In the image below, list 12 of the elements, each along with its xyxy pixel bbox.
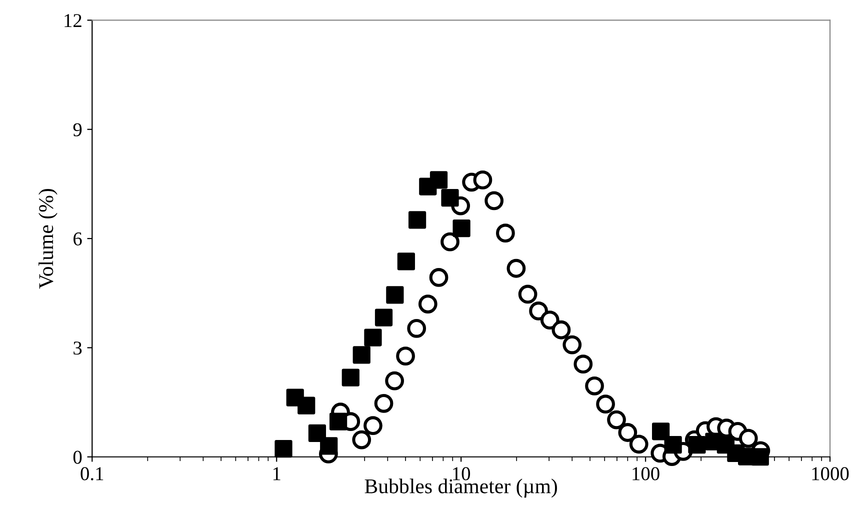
x-axis-title: Bubbles diameter (µm): [364, 478, 557, 498]
y-tick-label: 0: [73, 450, 82, 464]
x-tick-label: 100: [632, 467, 660, 480]
x-tick-label: 1000: [812, 467, 849, 480]
y-tick-label: 3: [74, 342, 82, 355]
y-tick-label: 9: [73, 123, 82, 136]
x-tick-label: 0.1: [80, 467, 104, 480]
x-tick-label: 1: [273, 467, 280, 480]
y-tick-label: 12: [64, 14, 82, 27]
y-tick-label: 6: [74, 232, 82, 246]
y-axis-title: Volume (%): [38, 189, 58, 289]
x-tick-label: 10: [453, 467, 470, 480]
